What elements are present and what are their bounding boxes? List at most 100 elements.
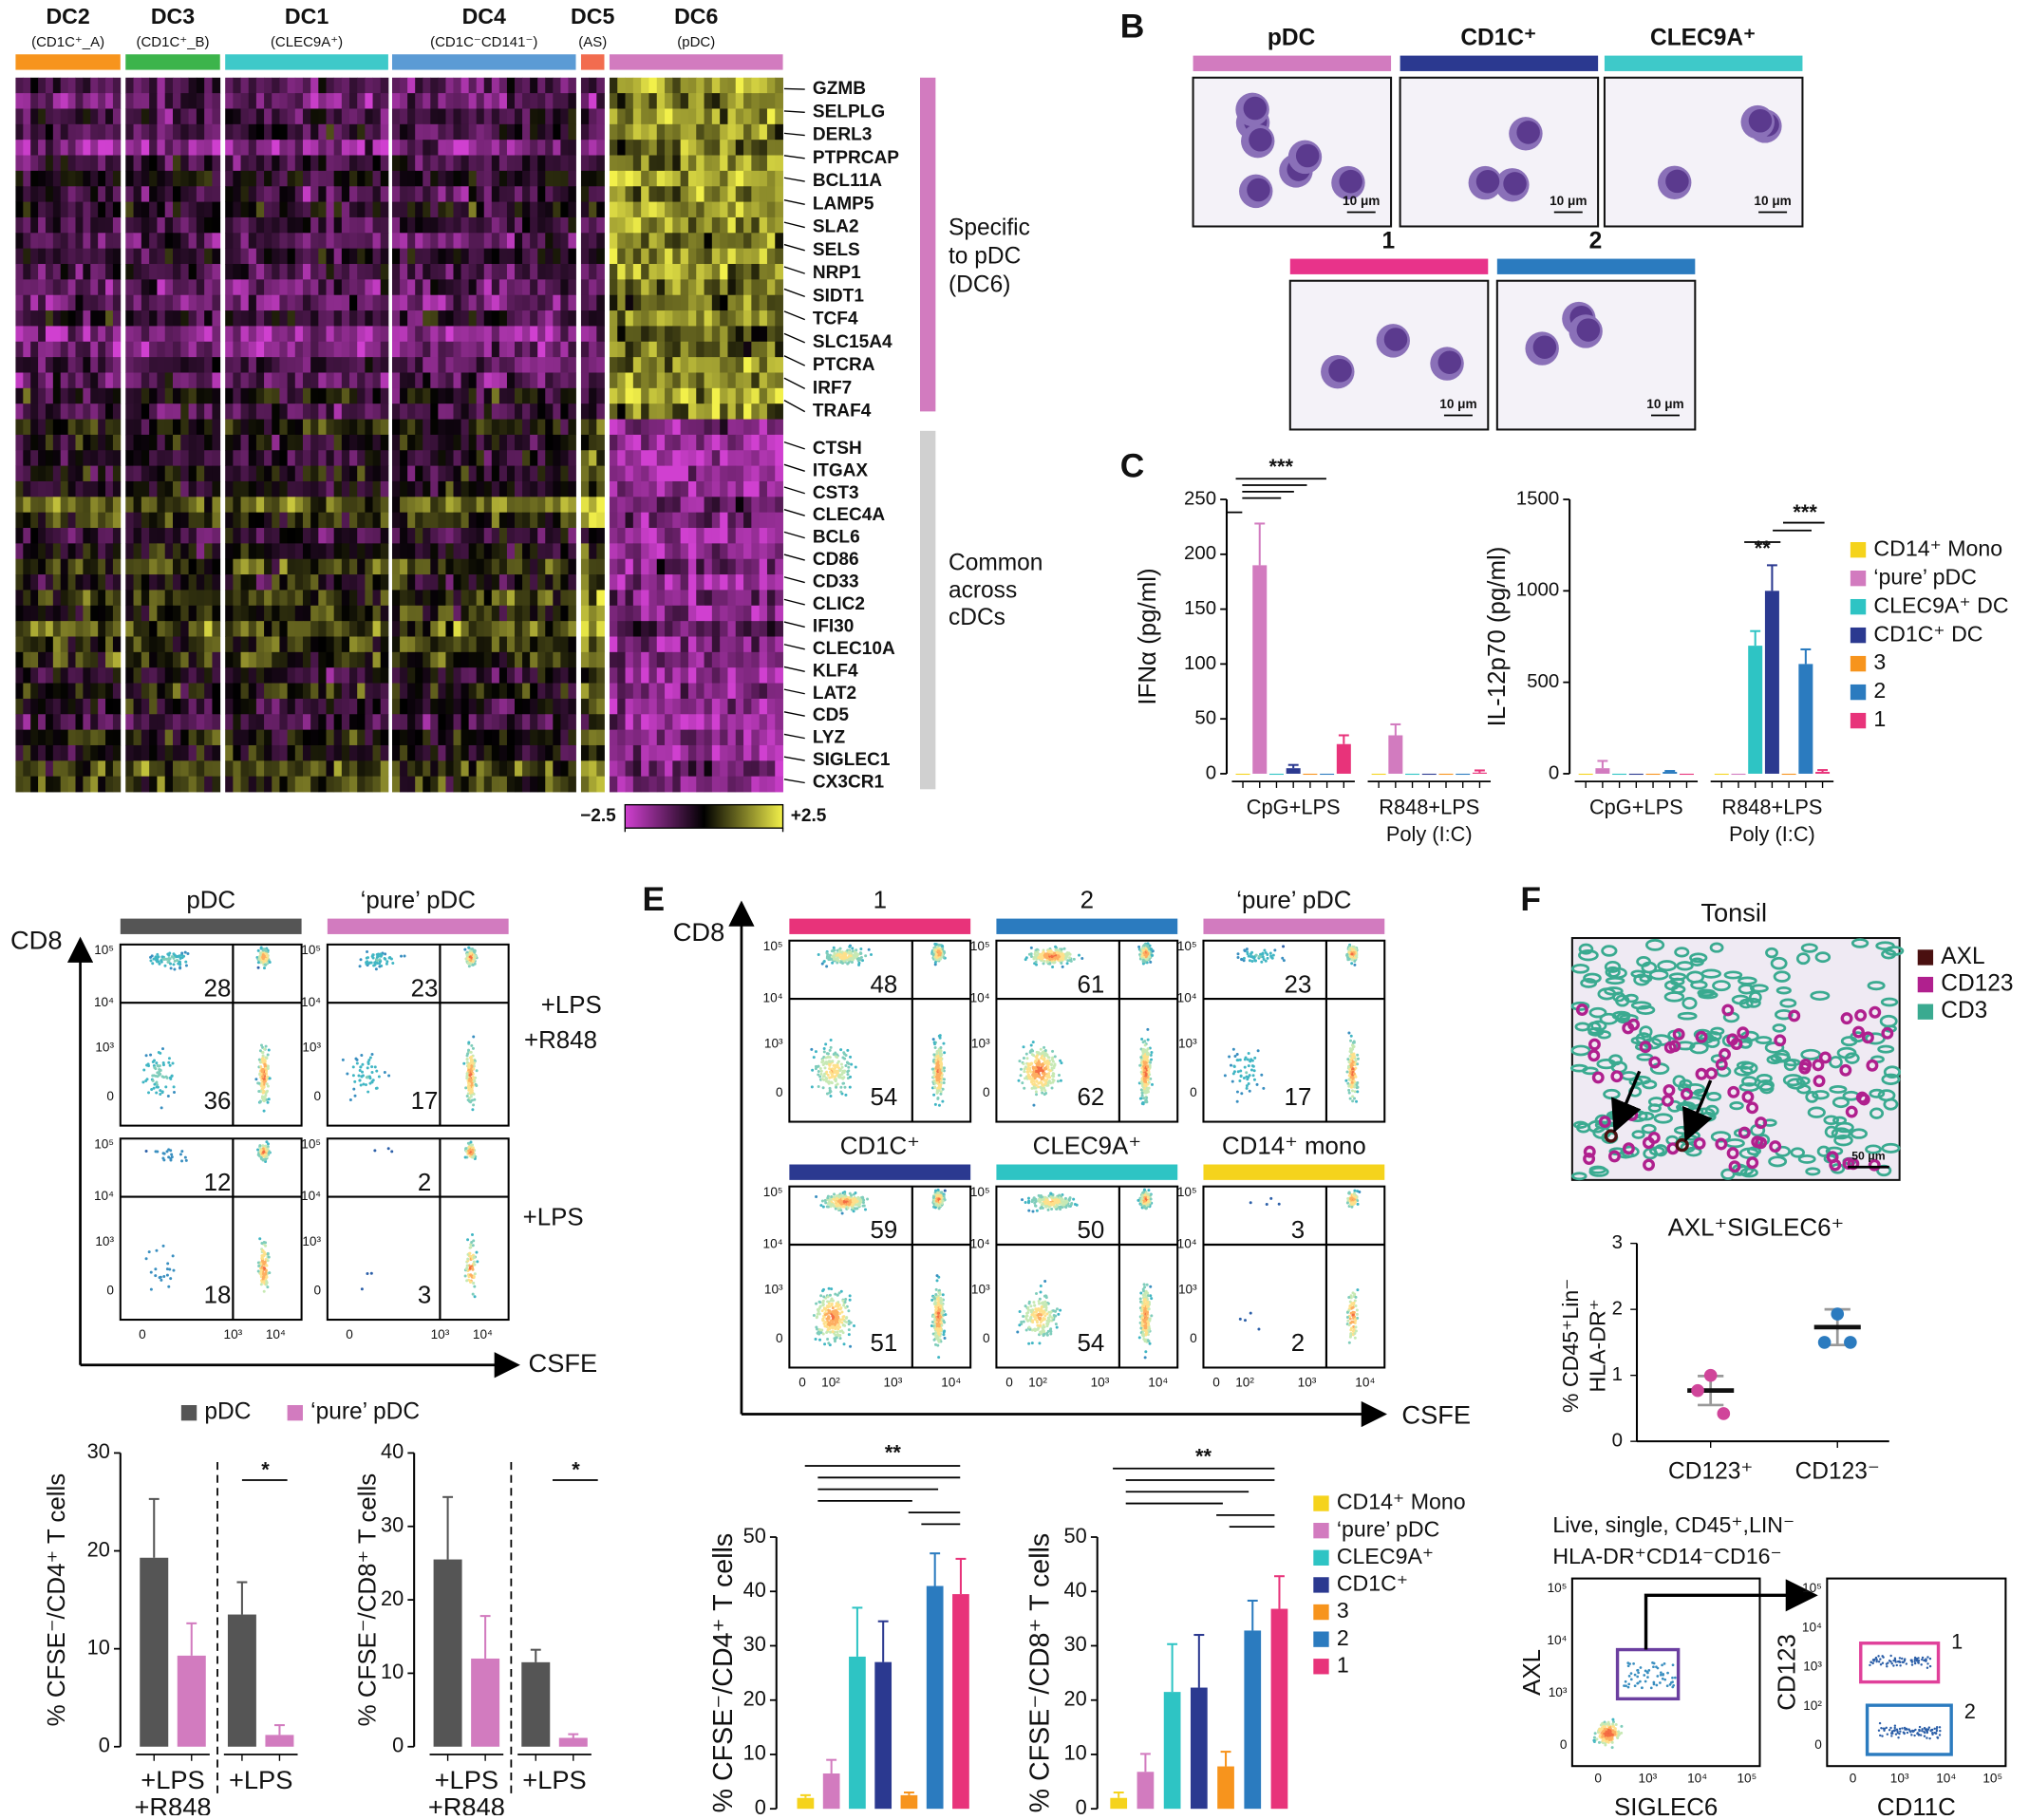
heatmap-cell [610, 667, 618, 684]
heatmap-cell [272, 636, 280, 652]
heatmap-cell [648, 217, 657, 234]
heatmap-cell [545, 606, 553, 622]
heatmap-cell [461, 357, 469, 373]
heatmap-cell [696, 745, 705, 761]
heatmap-cell [681, 636, 689, 652]
heatmap-cell [113, 388, 121, 404]
heatmap-cell [760, 497, 768, 513]
heatmap-cell [318, 78, 327, 94]
heatmap-cell [445, 730, 453, 746]
heatmap-cell [303, 388, 311, 404]
heatmap-cell [736, 295, 744, 311]
heatmap-cell [492, 249, 499, 265]
heatmap-cell [589, 186, 597, 202]
heatmap-cell [233, 388, 241, 404]
heatmap-cell [430, 372, 438, 388]
heatmap-cell [641, 93, 649, 109]
heatmap-cell [657, 372, 666, 388]
heatmap-cell [310, 652, 319, 668]
heatmap-cell [537, 372, 545, 388]
heatmap-cell [617, 606, 626, 622]
heatmap-cell [381, 140, 389, 156]
heatmap-cell [173, 156, 181, 172]
heatmap-cell [633, 249, 642, 265]
heatmap-cell [357, 730, 366, 746]
heatmap-cell [545, 714, 553, 730]
heatmap-cell [23, 264, 30, 280]
heatmap-cell [530, 699, 537, 715]
heatmap-cell [522, 171, 530, 187]
heatmap-cell [189, 652, 197, 668]
heatmap-cell [767, 124, 776, 141]
heatmap-cell [38, 295, 46, 311]
heatmap-cell [288, 357, 296, 373]
heatmap-cell [256, 156, 265, 172]
heatmap-cell [125, 559, 134, 575]
heatmap-cell [125, 435, 134, 451]
gene-connector [784, 333, 805, 343]
heatmap-cell [522, 574, 530, 591]
heatmap-cell [445, 357, 453, 373]
heatmap-cell [241, 621, 250, 637]
heatmap-cell [760, 357, 768, 373]
heatmap-cell [530, 357, 537, 373]
heatmap-cell [515, 777, 522, 793]
heatmap-cell [736, 388, 744, 404]
heatmap-cell [665, 513, 673, 529]
heatmap-cell [617, 140, 626, 156]
heatmap-cell [197, 342, 205, 358]
heatmap-cell [357, 714, 366, 730]
heatmap-cell [767, 590, 776, 606]
heatmap-cell [105, 357, 113, 373]
heatmap-cell [392, 450, 400, 466]
heatmap-cell [696, 652, 705, 668]
cluster-subtitle: (pDC) [677, 34, 715, 50]
heatmap-cell [365, 171, 373, 187]
heatmap-cell [553, 295, 560, 311]
heatmap-cell [696, 233, 705, 249]
heatmap-cell [688, 171, 697, 187]
heatmap-cell [581, 621, 590, 637]
heatmap-cell [53, 590, 61, 606]
heatmap-cell [423, 295, 430, 311]
heatmap-cell [125, 403, 134, 420]
heatmap-cell [295, 357, 304, 373]
heatmap-cell [492, 388, 499, 404]
heatmap-cell [736, 310, 744, 327]
heatmap-cell [392, 264, 400, 280]
heatmap-cell [373, 574, 382, 591]
heatmap-cell [90, 574, 98, 591]
heatmap-cell [249, 513, 257, 529]
heatmap-cell [484, 372, 492, 388]
heatmap-cell [197, 186, 205, 202]
heatmap-cell [165, 559, 174, 575]
heatmap-cell [415, 124, 423, 141]
heatmap-cell [415, 249, 423, 265]
heatmap-cell [522, 403, 530, 420]
heatmap-cell [141, 202, 150, 218]
heatmap-cell [30, 420, 38, 436]
heatmap-cell [303, 108, 311, 124]
heatmap-cell [568, 217, 575, 234]
heatmap-cell [212, 497, 220, 513]
heatmap-cell [279, 714, 288, 730]
heatmap-cell [303, 543, 311, 559]
heatmap-cell [665, 745, 673, 761]
heatmap-cell [98, 574, 105, 591]
heatmap-cell [180, 186, 189, 202]
heatmap-cell [381, 497, 389, 513]
heatmap-cell [720, 652, 728, 668]
heatmap-cell [288, 249, 296, 265]
heatmap-cell [681, 497, 689, 513]
heatmap-cell [648, 108, 657, 124]
heatmap-cell [469, 156, 477, 172]
heatmap-cell [30, 497, 38, 513]
heatmap-cell [76, 435, 84, 451]
heatmap-cell [113, 559, 121, 575]
heatmap-cell [617, 590, 626, 606]
heatmap-cell [53, 699, 61, 715]
heatmap-cell [672, 420, 681, 436]
heatmap-cell [589, 295, 597, 311]
heatmap-cell [530, 310, 537, 327]
heatmap-cell [469, 730, 477, 746]
